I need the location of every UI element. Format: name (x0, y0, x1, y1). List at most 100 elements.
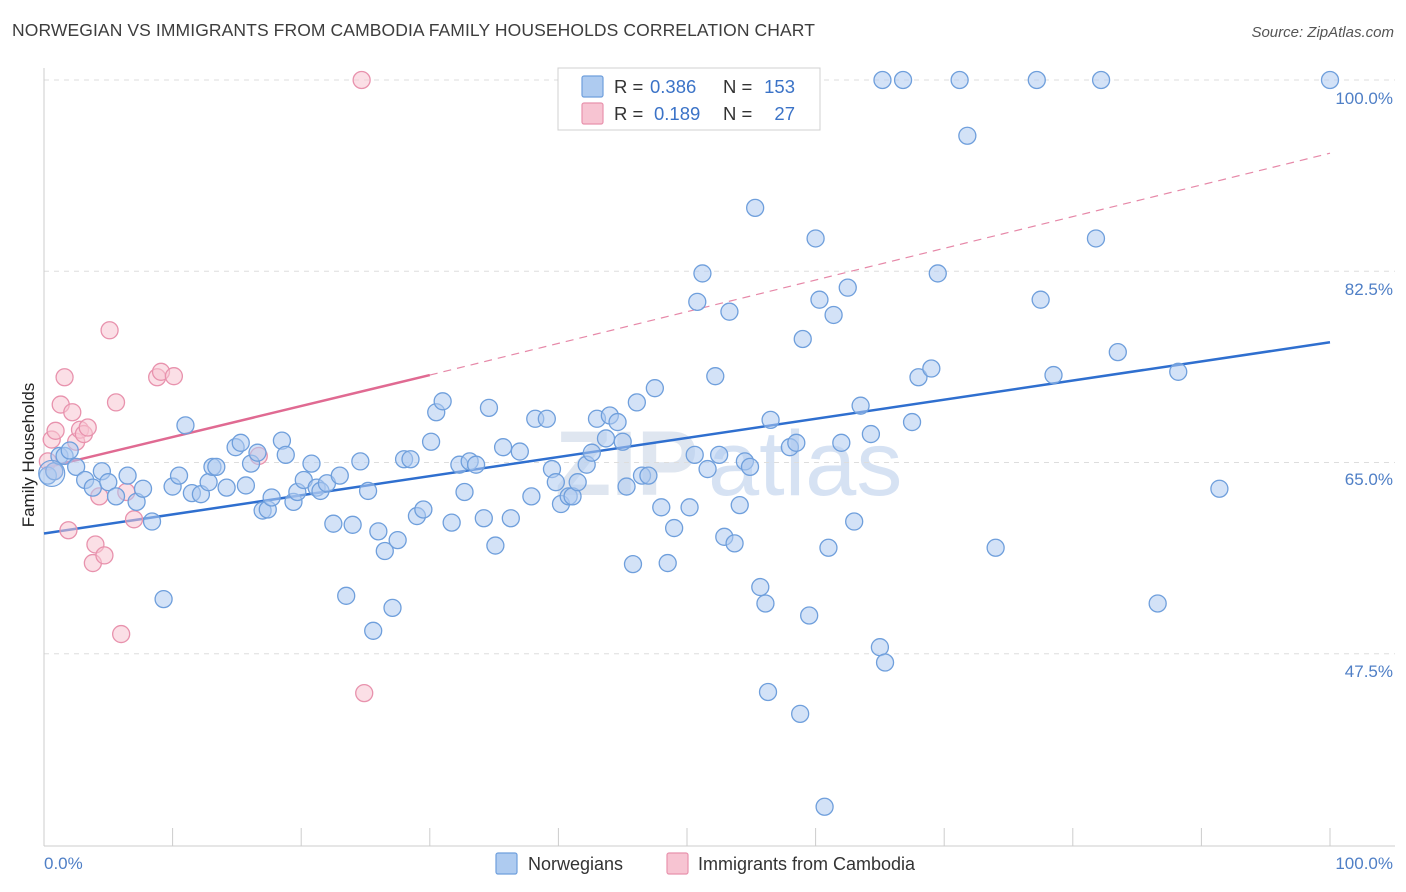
norwegians-point-102 (710, 445, 729, 465)
cambodia-point-22 (164, 367, 184, 386)
norwegians-point-56 (414, 500, 433, 519)
norwegians-point-126 (870, 638, 890, 657)
series-legend-label-cambodia: Immigrants from Cambodia (698, 854, 916, 874)
norwegians-point-140 (1086, 229, 1106, 248)
trend-line-norwegians (43, 341, 1331, 535)
cambodia-point-5 (59, 521, 78, 540)
norwegians-point-128 (873, 70, 892, 90)
norwegians-point-59 (433, 392, 452, 411)
norwegians-point-17 (169, 466, 189, 485)
norwegians-point-10 (106, 487, 126, 506)
legend-n-label-2: N = (723, 103, 752, 124)
norwegians-point-87 (617, 477, 636, 496)
cambodia-point-2 (46, 421, 65, 440)
norwegians-point-146 (1320, 70, 1340, 90)
chart-source: Source: ZipAtlas.com (1251, 24, 1394, 41)
norwegians-point-52 (388, 530, 407, 550)
norwegians-point-60 (442, 513, 461, 532)
cambodia-point-14 (95, 546, 114, 565)
cambodia-point-17 (112, 624, 131, 644)
norwegians-point-67 (486, 536, 505, 555)
norwegians-point-133 (928, 264, 947, 283)
cambodia-point-16 (106, 393, 126, 412)
norwegians-point-51 (383, 598, 402, 617)
norwegians-point-23 (207, 457, 226, 477)
norwegians-point-142 (1108, 342, 1127, 362)
norwegians-point-34 (276, 445, 295, 465)
x-tick-label-max: 100.0% (1335, 854, 1393, 873)
norwegians-point-131 (909, 368, 928, 387)
cambodia-point-24 (352, 70, 371, 90)
norwegians-point-148 (815, 797, 834, 816)
norwegians-point-81 (582, 443, 601, 462)
norwegians-point-88 (623, 554, 643, 574)
legend-swatch-cambodia (581, 102, 604, 125)
y-tick-label-82-5: 82.5% (1345, 280, 1393, 299)
norwegians-point-117 (806, 229, 825, 248)
norwegians-point-106 (730, 495, 749, 515)
legend-n-value-cambodia: 27 (774, 103, 795, 124)
norwegians-point-7 (83, 478, 103, 497)
norwegians-point-138 (1031, 290, 1050, 309)
norwegians-point-45 (343, 515, 362, 534)
cambodia-point-25 (355, 683, 374, 703)
norwegians-point-110 (751, 577, 770, 597)
points-norwegians (38, 70, 1340, 816)
norwegians-point-57 (421, 432, 441, 451)
cambodia-point-10 (78, 418, 97, 437)
tick-labels: 0.0% 100.0% 100.0% 82.5% 65.0% 47.5% (44, 89, 1393, 873)
norwegians-point-5 (67, 457, 86, 477)
norwegians-point-68 (493, 438, 513, 457)
norwegians-point-79 (568, 473, 587, 492)
norwegians-point-120 (824, 305, 843, 325)
norwegians-point-48 (364, 621, 383, 640)
trend-lines (43, 152, 1331, 535)
norwegians-point-96 (680, 498, 699, 517)
norwegians-point-95 (664, 518, 684, 538)
norwegians-point-73 (537, 409, 556, 428)
norwegians-point-86 (613, 432, 632, 451)
norwegians-point-83 (596, 429, 616, 448)
norwegians-point-100 (698, 459, 717, 479)
norwegians-point-62 (455, 482, 474, 502)
norwegians-point-105 (725, 534, 744, 553)
norwegians-point-38 (302, 454, 321, 473)
norwegians-point-15 (154, 589, 173, 609)
norwegians-point-49 (369, 522, 388, 541)
norwegians-point-124 (851, 396, 870, 415)
norwegians-point-127 (875, 653, 895, 672)
norwegians-point-4 (60, 441, 79, 460)
norwegians-point-145 (1210, 479, 1229, 498)
norwegians-point-99 (693, 264, 712, 283)
legend-r-value-norwegians: 0.386 (650, 76, 696, 97)
grid-lines (44, 79, 1395, 655)
norwegians-point-27 (236, 476, 256, 495)
norwegians-point-121 (832, 433, 851, 452)
norwegians-point-109 (746, 198, 765, 218)
norwegians-point-147 (758, 682, 778, 702)
norwegians-point-149 (791, 704, 810, 724)
cambodia-point-6 (63, 403, 82, 422)
norwegians-point-130 (902, 412, 922, 432)
norwegians-point-116 (800, 606, 819, 625)
cambodia-point-19 (124, 510, 144, 529)
norwegians-point-29 (248, 443, 267, 462)
norwegians-point-43 (330, 466, 349, 485)
series-legend-swatch-cambodia (666, 852, 689, 875)
norwegians-point-65 (474, 509, 493, 528)
chart-title: NORWEGIAN VS IMMIGRANTS FROM CAMBODIA FA… (12, 20, 816, 40)
norwegians-point-132 (922, 359, 941, 378)
norwegians-point-13 (133, 479, 153, 498)
norwegians-point-32 (262, 488, 281, 507)
legend-n-value-norwegians: 153 (764, 76, 795, 97)
norwegians-point-143 (1148, 594, 1167, 613)
norwegians-point-26 (231, 433, 250, 452)
y-tick-label-47-5: 47.5% (1345, 662, 1393, 681)
norwegians-point-129 (893, 70, 913, 90)
norwegians-point-18 (176, 416, 195, 435)
norwegians-point-141 (1091, 70, 1111, 90)
norwegians-point-135 (958, 126, 977, 145)
y-axis-label: Family Households (19, 383, 38, 528)
norwegians-point-122 (838, 278, 857, 297)
norwegians-point-50 (375, 541, 394, 561)
